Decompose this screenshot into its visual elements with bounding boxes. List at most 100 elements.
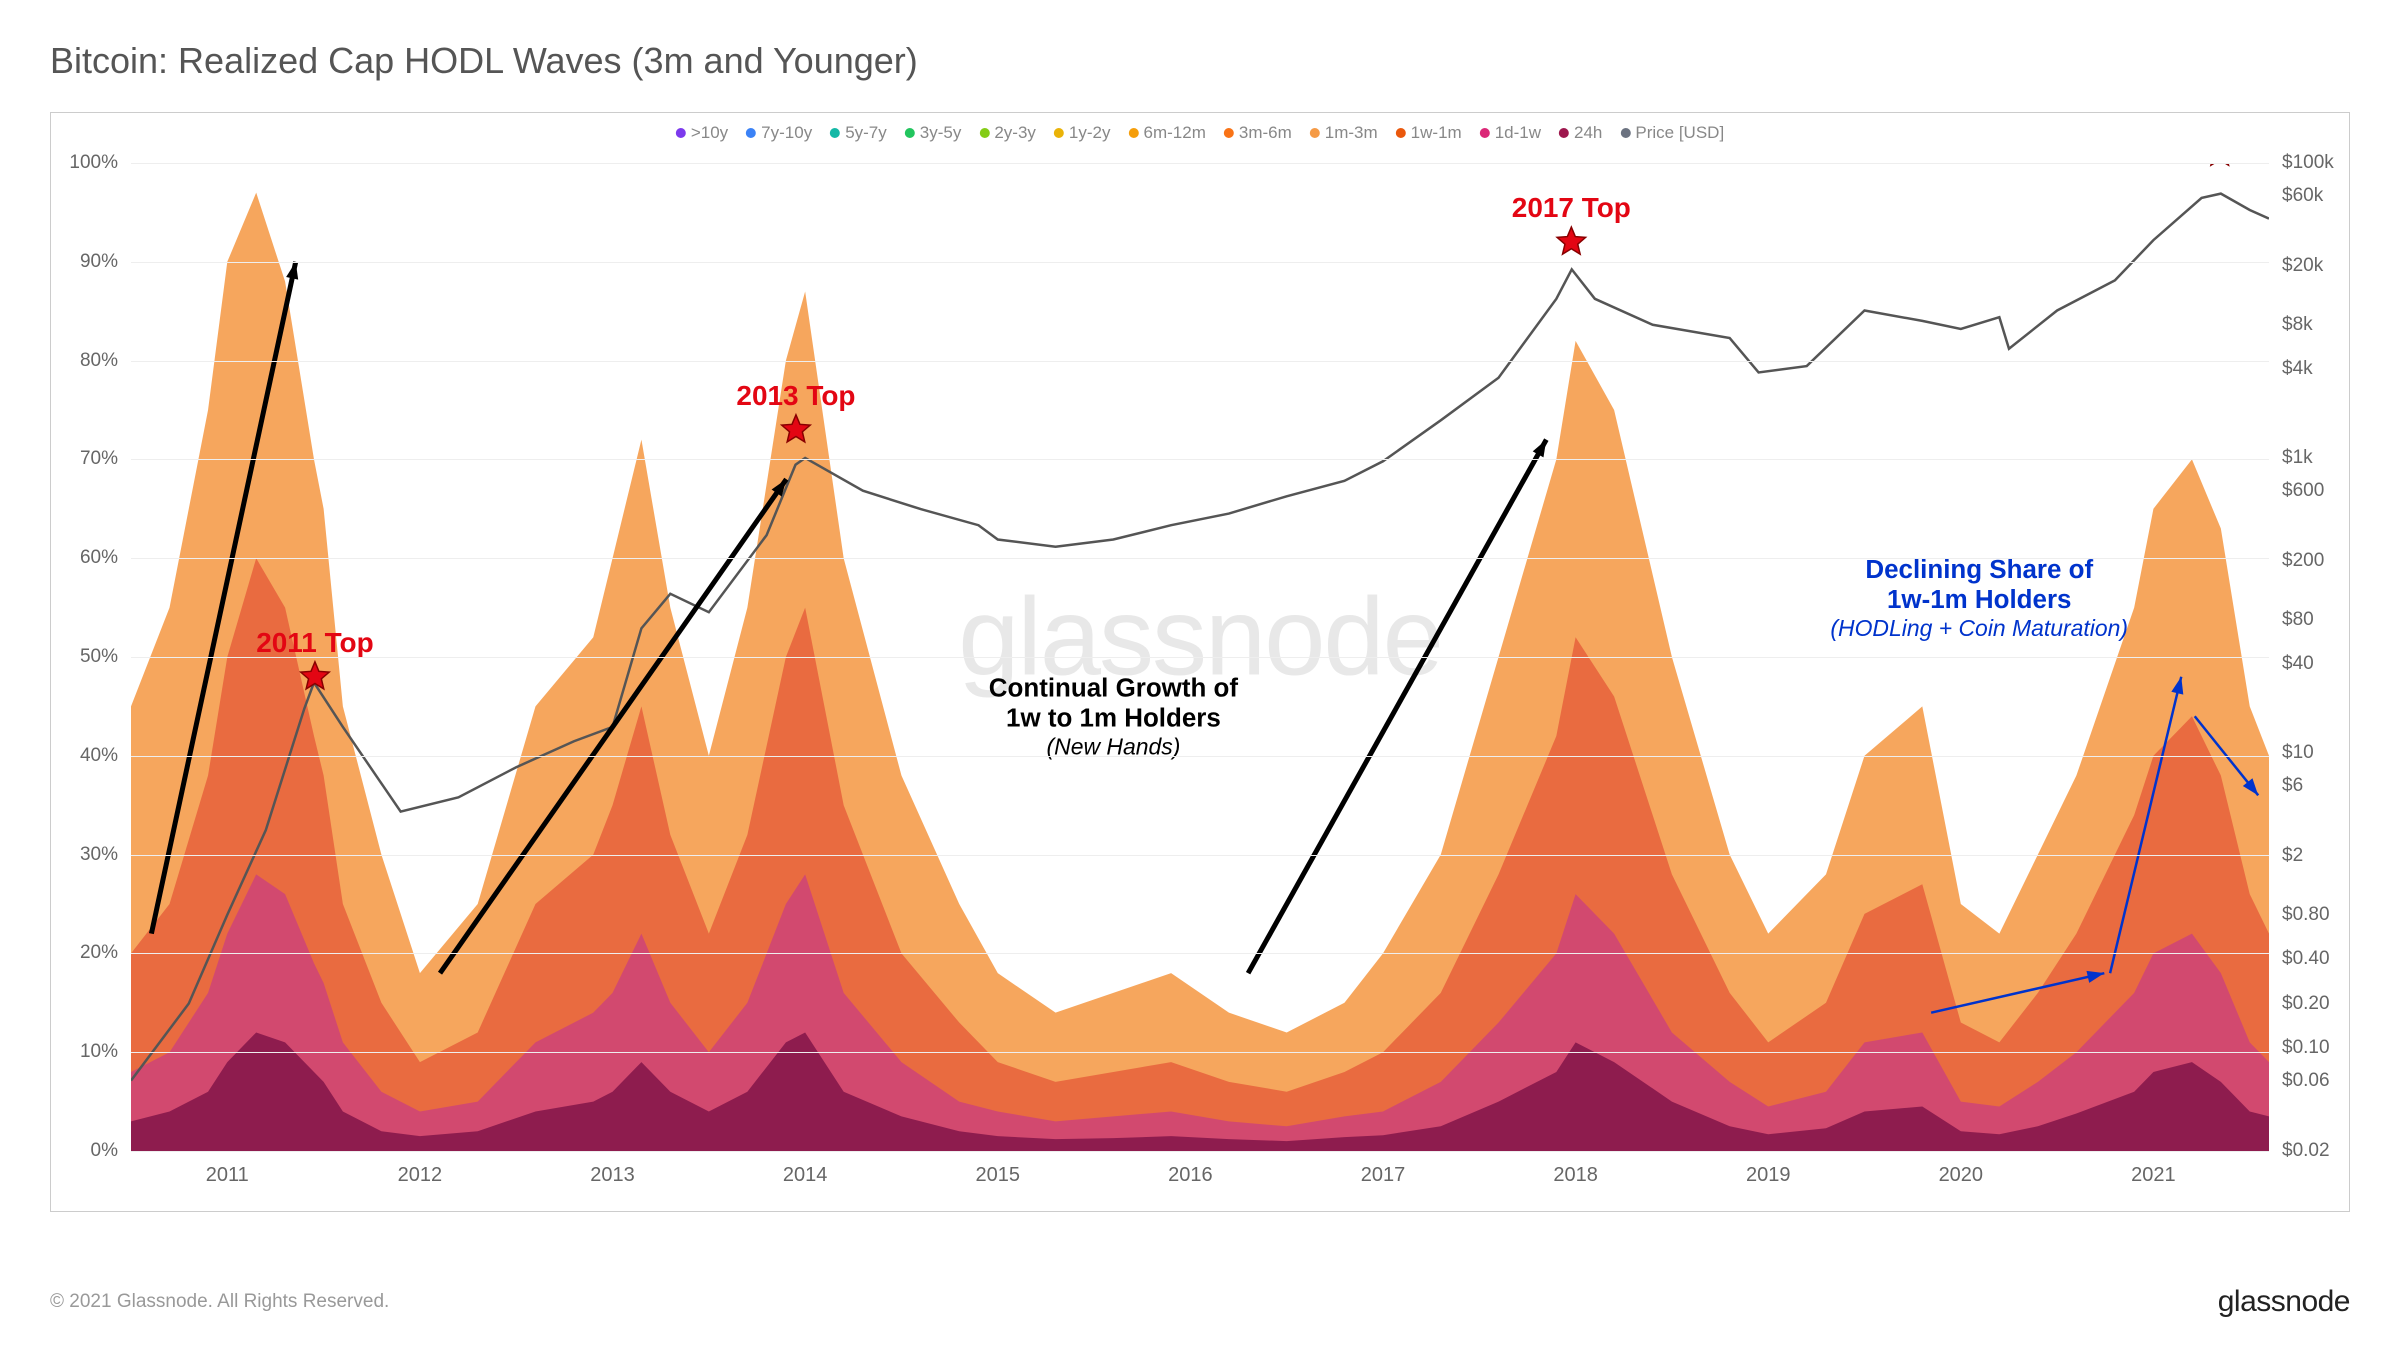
y-tick-left: 50% [80,646,118,668]
y-tick-left: 60% [80,547,118,569]
y-tick-left: 100% [69,152,118,174]
legend-dot-icon [905,128,915,138]
legend-label: 1w-1m [1411,123,1462,143]
gridline [131,361,2269,362]
legend-label: 3y-5y [920,123,962,143]
arrow-black [440,479,786,973]
legend-item: 7y-10y [746,123,812,143]
y-tick-right: $60k [2282,185,2323,207]
y-axis-right: $0.02$0.06$0.10$0.20$0.40$0.80$2$6$10$40… [2274,163,2349,1151]
legend: >10y 7y-10y 5y-7y 3y-5y 2y-3y 1y-2y 6m-12m 3m-6… [676,123,1724,143]
legend-item: Price [USD] [1620,123,1724,143]
x-tick: 2014 [783,1164,828,1187]
x-axis: 2011201220132014201520162017201820192020… [131,1156,2269,1211]
legend-item: 3m-6m [1224,123,1292,143]
y-tick-right: $8k [2282,314,2313,336]
y-tick-right: $80 [2282,609,2314,631]
legend-item: 5y-7y [830,123,887,143]
arrow-blue [1931,971,2104,1013]
legend-item: >10y [676,123,728,143]
y-tick-right: $0.80 [2282,904,2330,926]
annotation-text: Continual Growth of1w to 1m Holders(New … [989,675,1239,760]
legend-label: >10y [691,123,728,143]
gridline [131,953,2269,954]
legend-dot-icon [1310,128,1320,138]
y-tick-right: $4k [2282,358,2313,380]
arrow-blue [2110,677,2183,973]
plot-area: glassnode 2011 Top2013 Top2017 Top2021 T… [131,163,2269,1151]
legend-label: 1d-1w [1495,123,1541,143]
legend-item: 1d-1w [1480,123,1541,143]
legend-dot-icon [676,128,686,138]
gridline [131,1052,2269,1053]
gridline [131,163,2269,164]
brand-logo: glassnode [2218,1285,2350,1319]
legend-dot-icon [979,128,989,138]
chart-title: Bitcoin: Realized Cap HODL Waves (3m and… [50,40,2350,82]
x-tick: 2020 [1939,1164,1984,1187]
footer: © 2021 Glassnode. All Rights Reserved. g… [50,1285,2350,1319]
y-tick-right: $0.06 [2282,1070,2330,1092]
y-tick-right: $0.10 [2282,1037,2330,1059]
legend-item: 6m-12m [1129,123,1206,143]
chart-frame: >10y 7y-10y 5y-7y 3y-5y 2y-3y 1y-2y 6m-12m 3m-6… [50,112,2350,1212]
y-tick-right: $0.02 [2282,1140,2330,1162]
x-tick: 2012 [398,1164,443,1187]
top-label: 2011 Top [256,627,373,658]
y-axis-left: 0%10%20%30%40%50%60%70%80%90%100% [51,163,126,1151]
star-icon [782,415,810,442]
y-tick-right: $10 [2282,742,2314,764]
y-tick-left: 30% [80,844,118,866]
legend-label: 2y-3y [994,123,1036,143]
x-tick: 2013 [590,1164,635,1187]
star-icon [1557,227,1585,254]
top-label: 2013 Top [736,380,855,411]
legend-dot-icon [1054,128,1064,138]
legend-label: Price [USD] [1635,123,1724,143]
legend-label: 24h [1574,123,1602,143]
y-tick-left: 20% [80,942,118,964]
top-label: 2017 Top [1512,192,1631,223]
y-tick-right: $200 [2282,550,2324,572]
copyright-text: © 2021 Glassnode. All Rights Reserved. [50,1291,389,1313]
y-tick-right: $6 [2282,775,2303,797]
legend-label: 6m-12m [1144,123,1206,143]
gridline [131,459,2269,460]
chart-container: Bitcoin: Realized Cap HODL Waves (3m and… [0,0,2400,1349]
star-icon [301,662,329,689]
x-tick: 2021 [2131,1164,2176,1187]
x-tick: 2016 [1168,1164,1213,1187]
gridline [131,855,2269,856]
y-tick-right: $0.20 [2282,993,2330,1015]
y-tick-right: $600 [2282,480,2324,502]
y-tick-right: $20k [2282,255,2323,277]
legend-label: 3m-6m [1239,123,1292,143]
y-tick-right: $40 [2282,653,2314,675]
y-tick-left: 80% [80,350,118,372]
x-tick: 2018 [1553,1164,1598,1187]
gridline [131,1151,2269,1152]
gridline [131,756,2269,757]
legend-label: 1m-3m [1325,123,1378,143]
y-tick-left: 40% [80,745,118,767]
legend-item: 1m-3m [1310,123,1378,143]
legend-item: 1y-2y [1054,123,1111,143]
legend-dot-icon [1129,128,1139,138]
legend-label: 1y-2y [1069,123,1111,143]
legend-dot-icon [746,128,756,138]
x-tick: 2015 [976,1164,1021,1187]
legend-dot-icon [830,128,840,138]
y-tick-right: $1k [2282,447,2313,469]
y-tick-right: $100k [2282,152,2334,174]
x-tick: 2019 [1746,1164,1791,1187]
y-tick-left: 90% [80,251,118,273]
y-tick-left: 0% [91,1140,118,1162]
legend-dot-icon [1620,128,1630,138]
annotation-text: Declining Share of1w-1m Holders(HODLing … [1830,556,2128,641]
legend-item: 3y-5y [905,123,962,143]
legend-dot-icon [1480,128,1490,138]
x-tick: 2011 [206,1164,249,1187]
legend-dot-icon [1396,128,1406,138]
legend-item: 2y-3y [979,123,1036,143]
gridline [131,558,2269,559]
